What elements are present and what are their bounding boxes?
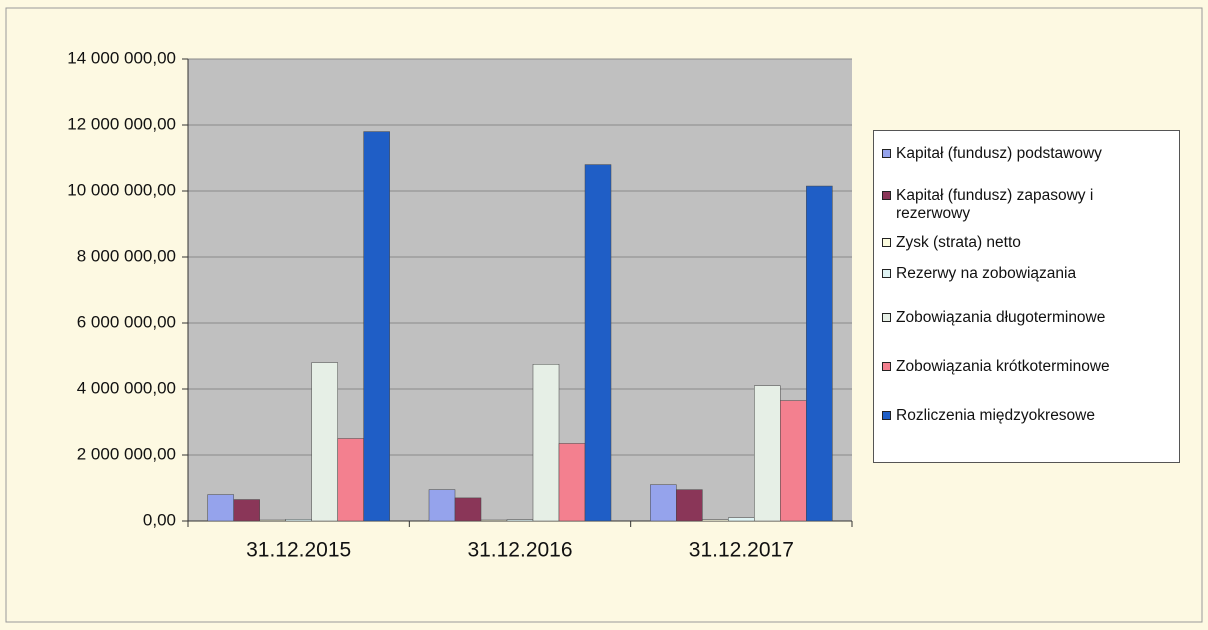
plot-area: [188, 59, 852, 521]
bar: [480, 519, 508, 522]
bar: [532, 364, 560, 522]
bar: [676, 489, 703, 522]
bar: [506, 519, 534, 522]
bar: [780, 400, 807, 522]
legend-entry: Zobowiązania długoterminowe: [882, 309, 1166, 327]
legend-label: Rozliczenia międzyokresowe: [896, 407, 1095, 424]
bar: [584, 164, 612, 522]
bar: [285, 519, 312, 522]
bar: [428, 489, 456, 522]
bar: [337, 438, 364, 522]
legend-swatch: [882, 362, 891, 371]
bar: [233, 499, 260, 522]
legend-label: Kapitał (fundusz) podstawowy: [896, 145, 1102, 162]
bar: [558, 443, 586, 522]
legend-swatch: [882, 269, 891, 278]
y-tick-label: 0,00: [143, 510, 176, 529]
legend-label: Kapitał (fundusz) zapasowy i rezerwowy: [896, 187, 1094, 222]
y-tick-label: 2 000 000,00: [77, 444, 176, 463]
y-tick-label: 4 000 000,00: [77, 378, 176, 397]
legend-swatch: [882, 313, 891, 322]
y-tick-label: 14 000 000,00: [67, 48, 176, 67]
bar: [207, 494, 234, 522]
bar: [259, 519, 286, 522]
legend-entry: Kapitał (fundusz) podstawowy: [882, 145, 1166, 163]
legend-label: Rezerwy na zobowiązania: [896, 265, 1077, 282]
legend-entry: Zysk (strata) netto: [882, 234, 1166, 252]
legend-entry: Rozliczenia międzyokresowe: [882, 407, 1166, 425]
legend-entry: Kapitał (fundusz) zapasowy i rezerwowy: [882, 187, 1166, 223]
legend-entry: Zobowiązania krótkoterminowe: [882, 358, 1166, 376]
y-tick-label: 10 000 000,00: [67, 180, 176, 199]
y-tick-label: 6 000 000,00: [77, 312, 176, 331]
bar: [702, 519, 729, 522]
bar: [363, 131, 390, 522]
legend-swatch: [882, 238, 891, 247]
bar: [754, 385, 781, 522]
legend-label: Zobowiązania krótkoterminowe: [896, 358, 1110, 375]
bar: [454, 497, 482, 522]
legend-label: Zysk (strata) netto: [896, 234, 1021, 251]
x-tick-label: 31.12.2017: [689, 539, 794, 562]
frame: [5, 7, 1203, 623]
legend-label: Zobowiązania długoterminowe: [896, 309, 1106, 326]
y-tick-label: 12 000 000,00: [67, 114, 176, 133]
legend-entry: Rezerwy na zobowiązania: [882, 265, 1166, 283]
x-tick-label: 31.12.2015: [246, 539, 351, 562]
y-tick-label: 8 000 000,00: [77, 246, 176, 265]
bar: [806, 185, 833, 522]
legend-swatch: [882, 149, 891, 158]
legend: Kapitał (fundusz) podstawowy Kapitał (fun…: [873, 130, 1180, 463]
legend-swatch: [882, 411, 891, 420]
x-tick-label: 31.12.2016: [467, 539, 572, 562]
legend-swatch: [882, 191, 891, 200]
bar: [728, 517, 755, 522]
bar: [311, 362, 338, 522]
bar: [650, 484, 677, 522]
